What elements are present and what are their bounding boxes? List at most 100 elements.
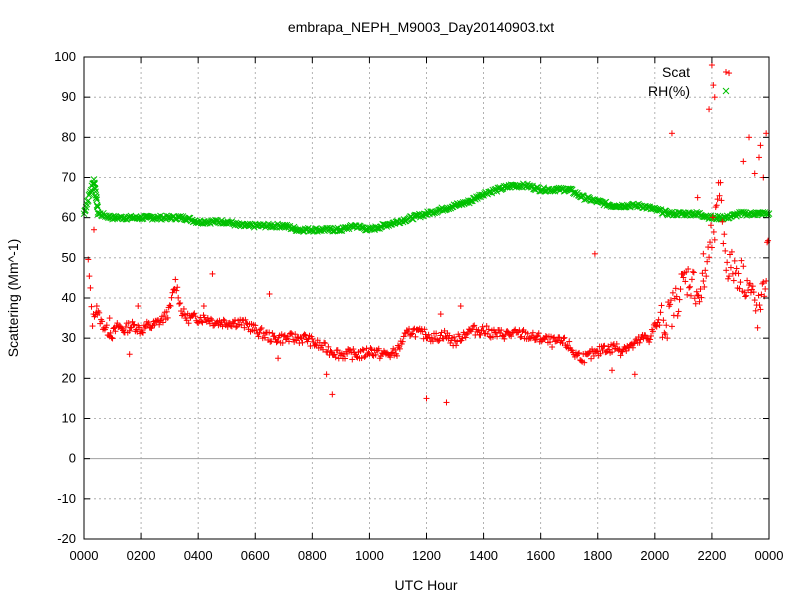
scat-point [257, 326, 264, 333]
scat-point [668, 297, 675, 304]
scat-point [711, 236, 718, 243]
scat-point [266, 329, 273, 336]
scat-outlier-point [106, 315, 113, 322]
scat-point [723, 267, 730, 274]
scat-point [659, 334, 666, 341]
scat-point [615, 347, 622, 354]
scat-point [667, 301, 674, 308]
scat-outlier-point [437, 311, 444, 318]
scat-point [387, 354, 394, 361]
legend-label-rh: RH(%) [648, 83, 690, 99]
scat-point [181, 311, 188, 318]
scat-point [621, 343, 628, 350]
scat-point [191, 310, 198, 317]
scat-point [721, 231, 728, 238]
scat-point [198, 318, 205, 325]
scat-point [498, 327, 505, 334]
scat-point [271, 332, 278, 339]
scat-point [485, 326, 492, 333]
scat-point [746, 280, 753, 287]
scat-point [463, 331, 470, 338]
scat-point [160, 312, 167, 319]
scat-point [518, 333, 525, 340]
scat-point [556, 334, 563, 341]
scat-point [199, 319, 206, 326]
legend-marker-scat [723, 69, 729, 75]
y-tick-label: 20 [62, 370, 76, 385]
rh-point [93, 201, 101, 209]
scat-point [725, 275, 732, 282]
scat-point [350, 346, 357, 353]
scat-point [294, 334, 301, 341]
scat-point [252, 322, 259, 329]
scat-point [400, 333, 407, 340]
scat-point [693, 288, 700, 295]
x-tick-label: 1000 [355, 548, 384, 563]
scat-point [301, 331, 308, 338]
scat-point [727, 264, 734, 271]
scat-point [361, 353, 368, 360]
x-tick-label: 2200 [697, 548, 726, 563]
scat-point [274, 338, 281, 345]
scat-outlier-point [135, 303, 142, 310]
scat-outlier-point [209, 270, 216, 277]
scat-point [156, 321, 163, 328]
scat-point [392, 347, 399, 354]
scat-point [221, 317, 228, 324]
scat-point [483, 323, 490, 330]
scat-point [656, 322, 663, 329]
scat-point [353, 353, 360, 360]
scat-point [731, 257, 738, 264]
rh-point [335, 227, 343, 234]
legend-label-scat: Scat [662, 64, 690, 80]
scat-point [421, 326, 428, 333]
scat-point [636, 339, 643, 346]
scat-point [86, 273, 93, 280]
scat-point [451, 333, 458, 340]
scat-point [690, 269, 697, 276]
scat-point [704, 258, 711, 265]
scat-point [290, 336, 297, 343]
series-rh [80, 176, 773, 235]
x-tick-label: 1800 [583, 548, 612, 563]
scat-outlier-point [726, 70, 733, 77]
scat-point [131, 321, 138, 328]
scat-point [238, 322, 245, 329]
scat-point [628, 341, 635, 348]
scat-point [754, 324, 761, 331]
scat-point [107, 329, 114, 336]
scat-point [103, 322, 110, 329]
rh-point [480, 192, 487, 199]
scat-point [549, 344, 556, 351]
scat-point [288, 329, 295, 336]
grid-lines [84, 57, 769, 539]
scat-point [765, 237, 772, 244]
scat-point [553, 338, 560, 345]
scat-point [738, 257, 745, 264]
scat-point [325, 343, 332, 350]
scat-point [519, 328, 526, 335]
scat-point [334, 347, 341, 354]
scat-point [613, 340, 620, 347]
scat-point [89, 323, 96, 330]
scat-point [658, 302, 665, 309]
scat-outlier-point [275, 355, 282, 362]
scat-point [159, 319, 166, 326]
rh-point [86, 190, 94, 198]
y-tick-label: 90 [62, 89, 76, 104]
scat-point [709, 214, 716, 221]
scat-point [425, 331, 432, 338]
scat-point [470, 323, 477, 330]
scat-point [170, 286, 177, 293]
scat-point [227, 322, 234, 329]
scat-point [139, 329, 146, 336]
scat-point [724, 259, 731, 266]
scat-point [755, 292, 762, 299]
scat-point [331, 351, 338, 358]
scat-point [706, 254, 713, 261]
scat-point [694, 292, 701, 299]
scat-point [471, 322, 478, 329]
scat-point [597, 350, 604, 357]
scat-point [501, 335, 508, 342]
scat-point [619, 348, 626, 355]
